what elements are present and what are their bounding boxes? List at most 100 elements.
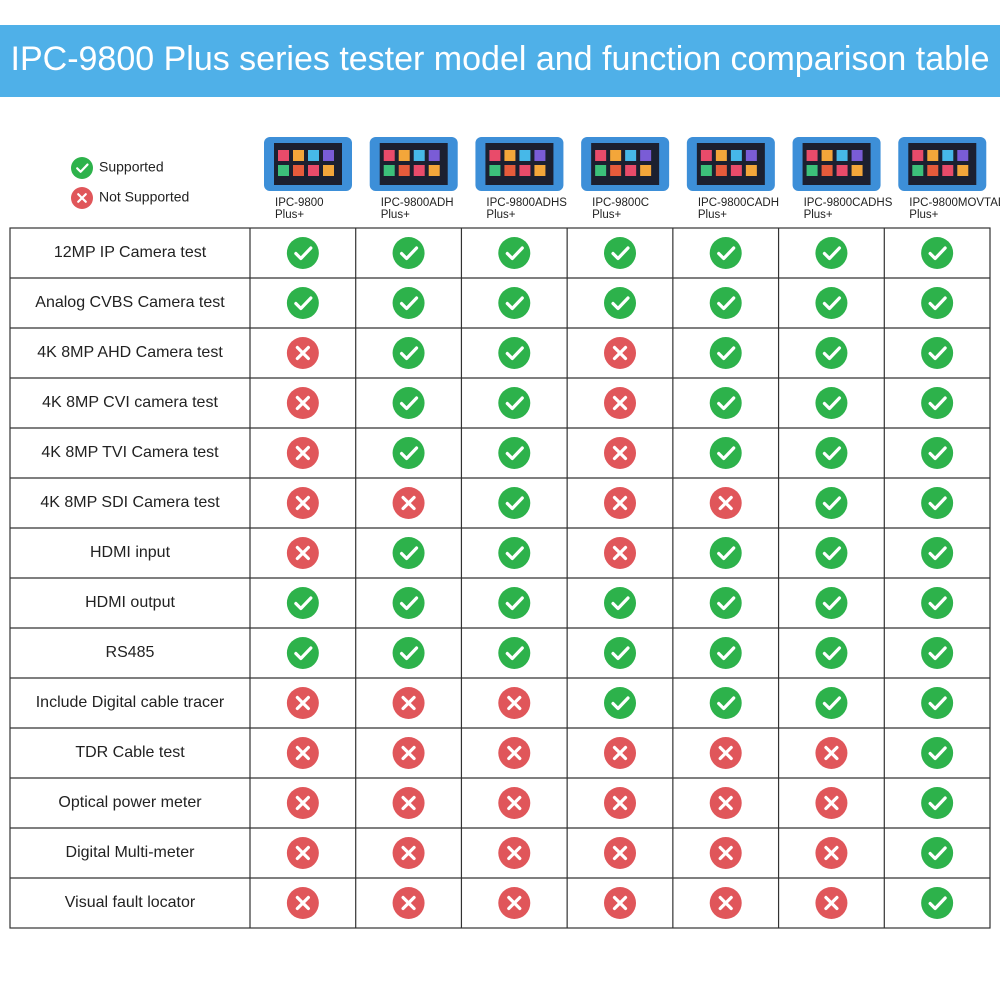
- device-app-tile: [745, 150, 757, 161]
- not-supported-icon: [498, 687, 531, 719]
- supported-icon-circle: [709, 587, 742, 619]
- supported-icon-circle: [709, 387, 742, 419]
- legend-cross-icon-glyph: [77, 193, 87, 203]
- not-supported-icon: [286, 687, 319, 719]
- supported-icon-circle: [392, 587, 425, 619]
- supported-icon-glyph: [822, 296, 842, 311]
- device-image: [581, 137, 670, 191]
- model-name: Plus+: [592, 209, 621, 221]
- not-supported-icon-glyph: [295, 445, 310, 461]
- legend-check-icon-glyph: [76, 163, 89, 173]
- supported-icon-glyph: [717, 596, 736, 611]
- supported-icon: [709, 387, 742, 419]
- supported-icon-circle: [921, 637, 954, 669]
- not-supported-icon-glyph: [612, 845, 628, 861]
- supported-icon-glyph: [822, 396, 842, 411]
- supported-icon: [815, 587, 848, 619]
- device-app-tile: [730, 150, 742, 161]
- device-screen: [802, 143, 871, 185]
- supported-icon-glyph: [294, 246, 313, 261]
- supported-icon: [392, 587, 425, 619]
- device-screen: [274, 143, 342, 185]
- device-app-tile: [323, 165, 334, 176]
- device-app-tile: [745, 165, 757, 176]
- supported-icon-glyph: [717, 546, 736, 561]
- supported-icon: [498, 387, 531, 419]
- not-supported-icon: [815, 837, 848, 869]
- model-name: Plus+: [804, 209, 833, 221]
- supported-icon-circle: [921, 437, 954, 469]
- device-app-tile: [308, 150, 319, 161]
- supported-icon-glyph: [928, 396, 947, 411]
- feature-label: Digital Multi-meter: [66, 844, 196, 861]
- supported-icon-glyph: [505, 296, 524, 311]
- supported-icon-circle: [921, 387, 954, 419]
- device-image: [264, 137, 352, 191]
- device-screen: [379, 143, 448, 185]
- supported-icon-circle: [286, 287, 319, 319]
- supported-icon: [498, 637, 531, 669]
- device-app-tile: [625, 150, 637, 161]
- supported-icon-glyph: [928, 696, 947, 711]
- supported-icon-circle: [392, 537, 425, 569]
- supported-icon-circle: [604, 587, 636, 619]
- supported-icon-circle: [815, 437, 848, 469]
- device-app-tile: [912, 165, 924, 176]
- model-name: IPC-9800ADH: [381, 197, 454, 209]
- supported-icon-glyph: [611, 296, 630, 311]
- supported-icon: [709, 437, 742, 469]
- device-app-tile: [278, 165, 289, 176]
- feature-label: 4K 8MP SDI Camera test: [40, 494, 220, 511]
- supported-icon: [498, 287, 531, 319]
- supported-icon-circle: [709, 287, 742, 319]
- device-screen: [908, 143, 977, 185]
- not-supported-icon: [604, 337, 636, 369]
- not-supported-icon: [286, 487, 319, 519]
- device-screen: [696, 143, 765, 185]
- not-supported-icon-glyph: [718, 795, 733, 811]
- supported-icon: [815, 687, 848, 719]
- device-app-tile: [927, 165, 939, 176]
- device-image: [475, 137, 564, 191]
- supported-icon-circle: [921, 687, 954, 719]
- supported-icon-circle: [921, 237, 954, 269]
- supported-icon-glyph: [505, 496, 524, 511]
- model-name: Plus+: [909, 209, 938, 221]
- device-app-tile: [715, 150, 727, 161]
- device-app-tile: [610, 165, 622, 176]
- not-supported-icon: [604, 387, 636, 419]
- not-supported-icon-glyph: [824, 895, 839, 911]
- supported-icon-glyph: [928, 246, 947, 261]
- supported-icon: [498, 337, 531, 369]
- feature-label: Optical power meter: [58, 794, 202, 811]
- supported-icon-glyph: [294, 596, 313, 611]
- device-app-tile: [640, 150, 652, 161]
- supported-icon-circle: [921, 537, 954, 569]
- supported-icon-glyph: [717, 696, 736, 711]
- supported-icon: [286, 287, 319, 319]
- supported-icon-circle: [709, 637, 742, 669]
- feature-label: TDR Cable test: [75, 744, 185, 761]
- device-app-tile: [413, 165, 425, 176]
- not-supported-icon-glyph: [507, 745, 522, 761]
- supported-icon-circle: [921, 737, 954, 769]
- device-app-tile: [821, 165, 833, 176]
- supported-icon-glyph: [399, 296, 419, 311]
- supported-icon-glyph: [611, 246, 630, 261]
- supported-icon-circle: [498, 637, 531, 669]
- supported-icon: [815, 537, 848, 569]
- not-supported-icon-glyph: [295, 845, 310, 861]
- supported-icon: [921, 537, 954, 569]
- device-app-tile: [383, 150, 395, 161]
- supported-icon-glyph: [399, 446, 419, 461]
- supported-icon: [498, 237, 531, 269]
- supported-icon-circle: [498, 337, 531, 369]
- legend-check-icon: [71, 157, 93, 179]
- feature-label: HDMI output: [85, 594, 175, 611]
- not-supported-icon-glyph: [612, 445, 628, 461]
- supported-icon: [498, 537, 531, 569]
- supported-icon-glyph: [294, 296, 313, 311]
- supported-icon-glyph: [399, 346, 419, 361]
- device-app-tile: [806, 165, 818, 176]
- supported-icon-glyph: [822, 446, 842, 461]
